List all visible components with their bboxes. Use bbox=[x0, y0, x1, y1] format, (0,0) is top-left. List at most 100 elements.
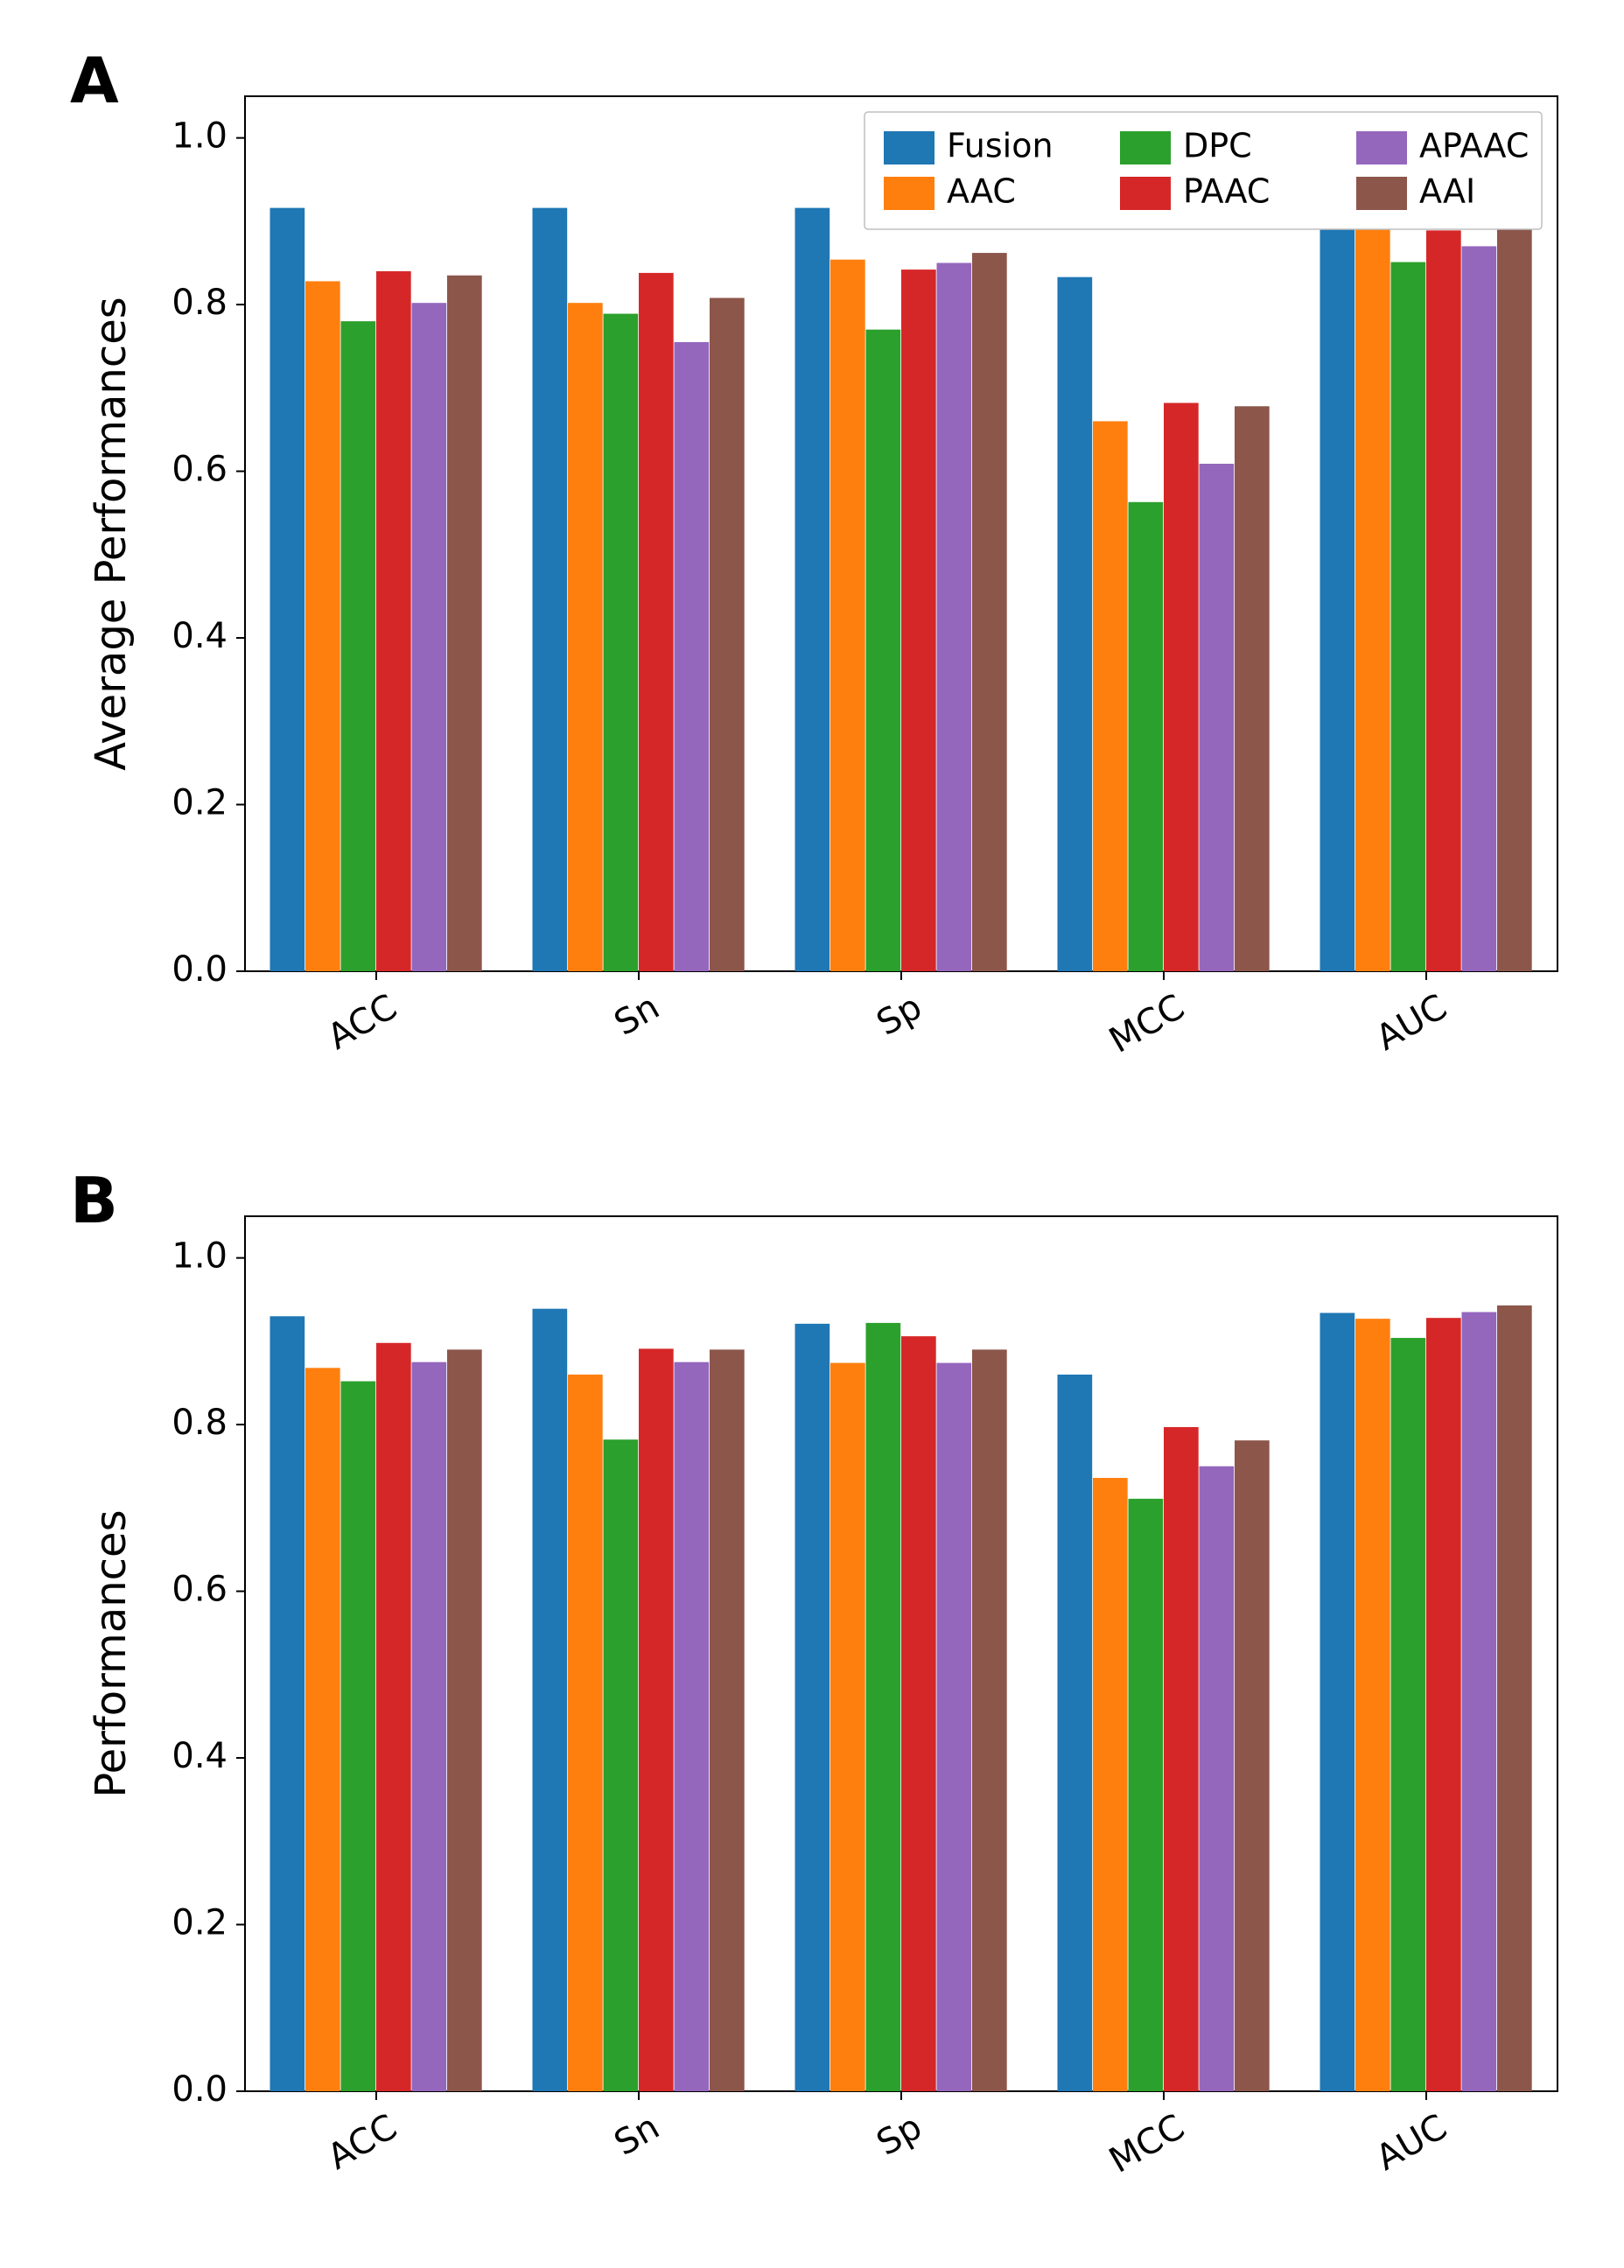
legend-label: Fusion bbox=[947, 127, 1054, 165]
bar bbox=[1355, 228, 1390, 971]
bar bbox=[376, 271, 411, 971]
bar bbox=[1093, 1478, 1128, 2091]
bar bbox=[1355, 1319, 1390, 2091]
bar bbox=[568, 303, 603, 971]
ytick-label: 0.4 bbox=[172, 1736, 228, 1776]
bar bbox=[866, 330, 901, 971]
bar bbox=[533, 1309, 568, 2091]
bar bbox=[270, 208, 305, 971]
bar bbox=[1426, 1318, 1461, 2091]
plot-a: 0.00.20.40.60.81.0Average PerformancesAC… bbox=[87, 96, 1558, 1061]
xtick-label: AUC bbox=[1369, 987, 1453, 1059]
bar bbox=[447, 1349, 482, 2091]
bar bbox=[937, 1363, 972, 2091]
xtick-label: Sp bbox=[870, 2107, 928, 2164]
panel-label-a: A bbox=[70, 44, 119, 117]
ytick-label: 0.4 bbox=[172, 616, 228, 656]
legend-patch bbox=[1356, 177, 1407, 210]
legend-patch bbox=[884, 131, 934, 164]
bar bbox=[341, 321, 376, 971]
bar bbox=[1320, 1312, 1355, 2091]
bar bbox=[830, 1363, 865, 2091]
bar bbox=[972, 253, 1007, 971]
bar bbox=[1320, 192, 1355, 971]
bar bbox=[830, 260, 865, 971]
ytick-label: 0.8 bbox=[172, 283, 228, 323]
bar bbox=[1426, 230, 1461, 971]
bar bbox=[1235, 1440, 1270, 2091]
xtick-label: Sp bbox=[870, 987, 928, 1044]
bar bbox=[675, 1362, 710, 2091]
bar bbox=[1129, 502, 1164, 971]
xtick-label: Sn bbox=[607, 987, 666, 1044]
legend-patch bbox=[1120, 131, 1171, 164]
bar bbox=[937, 262, 972, 971]
bar bbox=[710, 298, 745, 971]
bar bbox=[972, 1349, 1007, 2091]
bar bbox=[675, 342, 710, 971]
xtick-label: MCC bbox=[1102, 987, 1191, 1061]
bar bbox=[1164, 402, 1199, 971]
ytick-label: 0.6 bbox=[172, 1570, 228, 1610]
bar bbox=[1058, 1375, 1093, 2091]
legend-label: AAI bbox=[1419, 172, 1475, 211]
bar bbox=[412, 1362, 447, 2091]
bar bbox=[1497, 228, 1532, 971]
bar bbox=[1200, 1466, 1235, 2091]
xtick-label: ACC bbox=[321, 2107, 403, 2178]
bar bbox=[305, 1368, 340, 2091]
plot-b: 0.0 0.2 0.4 0.6 0.8 1.0 Performances ACC Sn Sp MCC… bbox=[87, 1216, 1558, 2181]
bar bbox=[1164, 1427, 1199, 2091]
bar bbox=[1462, 1312, 1497, 2091]
bar bbox=[1058, 277, 1093, 971]
bar bbox=[270, 1316, 305, 2091]
bar bbox=[376, 1343, 411, 2091]
bar bbox=[901, 1336, 936, 2091]
bar bbox=[604, 314, 639, 971]
xtick-label: Sn bbox=[607, 2107, 666, 2164]
ylabel: Average Performances bbox=[87, 297, 136, 771]
bar bbox=[1093, 421, 1128, 971]
bar bbox=[1129, 1499, 1164, 2091]
ytick-label: 0.2 bbox=[172, 783, 228, 823]
bar bbox=[639, 1348, 674, 2091]
ytick-label: 1.0 bbox=[172, 116, 228, 157]
legend-patch bbox=[884, 177, 934, 210]
figure: 0.0 0.2 0.4 0.6 0.8 1.0 Average Performances AC… bbox=[0, 0, 1624, 2268]
legend-label: DPC bbox=[1183, 127, 1252, 165]
bar bbox=[1391, 262, 1426, 971]
legend-label: APAAC bbox=[1419, 127, 1529, 165]
bar bbox=[1235, 406, 1270, 971]
ytick-label: 0.0 bbox=[172, 2069, 228, 2110]
bar bbox=[901, 270, 936, 971]
bar bbox=[341, 1382, 376, 2091]
bar bbox=[795, 208, 830, 971]
xtick-label: MCC bbox=[1102, 2107, 1191, 2181]
bar bbox=[795, 1324, 830, 2091]
legend-label: AAC bbox=[947, 172, 1016, 211]
bar bbox=[533, 208, 568, 971]
bar bbox=[639, 273, 674, 971]
xtick-label: AUC bbox=[1369, 2107, 1453, 2179]
ytick-label: 0.2 bbox=[172, 1903, 228, 1943]
bar bbox=[1200, 464, 1235, 971]
bar bbox=[866, 1323, 901, 2091]
bar bbox=[568, 1375, 603, 2091]
ytick-label: 0.6 bbox=[172, 450, 228, 490]
bar bbox=[1462, 246, 1497, 971]
bar bbox=[447, 276, 482, 971]
bar bbox=[1497, 1306, 1532, 2091]
bar bbox=[305, 281, 340, 971]
legend-patch bbox=[1356, 131, 1407, 164]
ytick-label: 1.0 bbox=[172, 1236, 228, 1277]
bar bbox=[412, 303, 447, 971]
ytick-label: 0.0 bbox=[172, 949, 228, 990]
ylabel: Performances bbox=[87, 1509, 136, 1797]
legend-patch bbox=[1120, 177, 1171, 210]
bar bbox=[1391, 1338, 1426, 2091]
legend: Fusion AAC DPC PAAC APAAC AAI bbox=[864, 112, 1542, 229]
legend-label: PAAC bbox=[1183, 172, 1270, 211]
bar bbox=[710, 1349, 745, 2091]
panel-label-b: B bbox=[70, 1164, 118, 1237]
ytick-label: 0.8 bbox=[172, 1403, 228, 1443]
